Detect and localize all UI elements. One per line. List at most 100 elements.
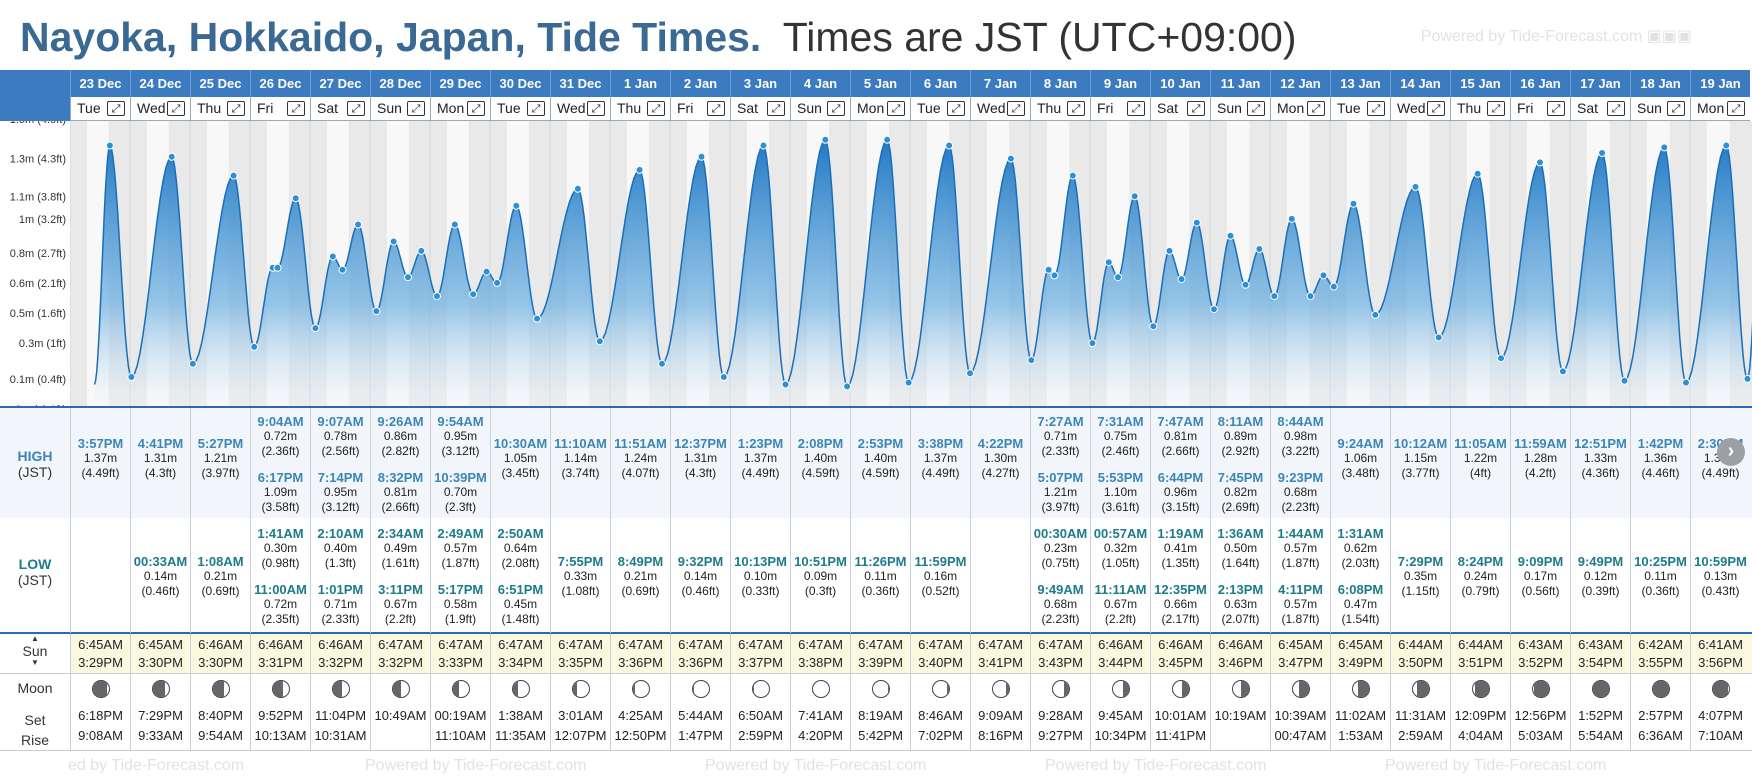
expand-icon[interactable]: ⤢ <box>407 101 425 116</box>
expand-icon[interactable]: ⤢ <box>827 101 845 116</box>
expand-icon[interactable]: ⤢ <box>527 101 545 116</box>
high-height-ft: (3.45ft) <box>501 466 540 480</box>
expand-icon[interactable]: ⤢ <box>167 101 185 116</box>
moon-set-time: 12:56PM <box>1514 708 1567 723</box>
moon-rise-time: 1:53AM <box>1338 728 1383 743</box>
low-time: 11:11AM <box>1094 582 1147 597</box>
high-height-m: 1.37m <box>743 451 778 465</box>
low-tide-entry: 10:51PM 0.09m (0.3ft) <box>791 554 850 599</box>
watermark-top: Powered by Tide-Forecast.com ▣▣▣ <box>1420 28 1692 45</box>
low-height-m: 0.45m <box>503 597 538 611</box>
expand-icon[interactable]: ⤢ <box>647 101 665 116</box>
moon-rise-time: 11:10AM <box>434 728 487 743</box>
expand-icon[interactable]: ⤢ <box>707 101 725 116</box>
high-tide-entry: 12:51PM 1.33m (4.36ft) <box>1571 436 1630 481</box>
expand-icon[interactable]: ⤢ <box>1007 101 1025 116</box>
low-time: 2:13PM <box>1217 582 1264 597</box>
high-cell: 2:08PM 1.40m (4.59ft) <box>790 408 850 520</box>
low-height-m: 0.09m <box>803 569 838 583</box>
high-height-ft: (4.36ft) <box>1581 466 1620 480</box>
expand-icon[interactable]: ⤢ <box>767 101 785 116</box>
high-tide-point <box>354 220 363 229</box>
expand-icon[interactable]: ⤢ <box>467 101 485 116</box>
expand-icon[interactable]: ⤢ <box>947 101 965 116</box>
high-time: 7:45PM <box>1217 470 1264 485</box>
expand-icon[interactable]: ⤢ <box>287 101 305 116</box>
moon-rise-time: 9:08AM <box>78 728 123 743</box>
moon-set-time: 9:45AM <box>1098 708 1143 723</box>
next-arrow-button[interactable]: › <box>1717 438 1745 466</box>
low-tide-entry: 9:32PM 0.14m (0.46ft) <box>671 554 730 599</box>
day-header: Tue ⤢ <box>1330 97 1390 121</box>
high-cell: 10:30AM 1.05m (3.45ft) <box>490 408 550 520</box>
expand-icon[interactable]: ⤢ <box>1727 101 1745 116</box>
day-name: Tue <box>77 100 101 116</box>
sunset-time: 3:39PM <box>858 655 903 670</box>
low-height-m: 0.72m <box>263 597 298 611</box>
moon-phase-icon <box>931 680 950 698</box>
low-tide-entry: 10:13PM 0.10m (0.33ft) <box>731 554 790 599</box>
high-tide-entry: 9:04AM 0.72m (2.36ft) <box>251 414 310 459</box>
high-cell: 8:11AM 0.89m (2.92ft) 7:45PM 0.82m (2.69ft) <box>1210 408 1270 520</box>
low-cell: 1:44AM 0.57m (1.87ft) 4:11PM 0.57m (1.87ft) <box>1270 520 1330 633</box>
low-tide-entry: 5:17PM 0.58m (1.9ft) <box>431 582 490 627</box>
expand-icon[interactable]: ⤢ <box>1667 101 1685 116</box>
day-name: Sat <box>737 100 759 116</box>
expand-icon[interactable]: ⤢ <box>1487 101 1505 116</box>
low-height-m: 0.17m <box>1523 569 1558 583</box>
day-name: Mon <box>857 100 885 116</box>
divider-top <box>0 406 1752 408</box>
y-axis-background <box>0 121 70 414</box>
expand-icon[interactable]: ⤢ <box>587 101 605 116</box>
expand-icon[interactable]: ⤢ <box>1127 101 1145 116</box>
expand-icon[interactable]: ⤢ <box>227 101 245 116</box>
expand-icon[interactable]: ⤢ <box>107 101 125 116</box>
low-tide-point <box>433 292 441 301</box>
high-tide-entry: 12:37PM 1.31m (4.3ft) <box>671 436 730 481</box>
high-height-ft: (4.07ft) <box>621 466 660 480</box>
high-height-m: 0.72m <box>263 429 298 443</box>
high-tide-entry: 7:45PM 0.82m (2.69ft) <box>1211 470 1270 515</box>
day-header: Mon ⤢ <box>430 97 490 121</box>
date-header: 4 Jan <box>790 70 850 97</box>
low-tide-entry: 11:59PM 0.16m (0.52ft) <box>911 554 970 599</box>
expand-icon[interactable]: ⤢ <box>1247 101 1265 116</box>
high-height-m: 1.21m <box>1043 485 1078 499</box>
high-time: 9:26AM <box>377 414 424 429</box>
expand-icon[interactable]: ⤢ <box>1427 101 1445 116</box>
high-height-m: 1.33m <box>1583 451 1618 465</box>
moon-phase-icon <box>1711 680 1730 698</box>
day-name: Sun <box>797 100 822 116</box>
high-cell: 1:42PM 1.36m (4.46ft) <box>1630 408 1690 520</box>
high-time: 9:07AM <box>317 414 364 429</box>
high-height-m: 1.31m <box>683 451 718 465</box>
moon-set-time: 9:09AM <box>978 708 1023 723</box>
expand-icon[interactable]: ⤢ <box>1547 101 1565 116</box>
watermark-bottom-row: ed by Tide-Forecast.com Powered by Tide-… <box>0 755 1752 779</box>
moon-cell: 6:18PM 9:08AM <box>70 674 130 750</box>
moon-set-time: 2:57PM <box>1638 708 1683 723</box>
moon-set-time: 12:09PM <box>1454 708 1507 723</box>
low-tide-point <box>1050 271 1059 280</box>
low-height-m: 0.11m <box>864 569 897 583</box>
low-tide-point <box>1149 322 1158 331</box>
y-axis-label: 1.1m (3.8ft) <box>10 191 66 203</box>
expand-icon[interactable]: ⤢ <box>1367 101 1385 116</box>
expand-icon[interactable]: ⤢ <box>1307 101 1325 116</box>
low-height-m: 0.67m <box>1103 597 1138 611</box>
high-height-ft: (2.36ft) <box>261 444 300 458</box>
expand-icon[interactable]: ⤢ <box>1187 101 1205 116</box>
low-cell: 2:34AM 0.49m (1.61ft) 3:11PM 0.67m (2.2ft) <box>370 520 430 633</box>
high-height-ft: (3.61ft) <box>1101 500 1140 514</box>
moon-cell: 9:28AM 9:27PM <box>1030 674 1090 750</box>
high-tide-point <box>512 201 521 210</box>
sun-label-cell <box>0 633 70 673</box>
expand-icon[interactable]: ⤢ <box>1607 101 1625 116</box>
expand-icon[interactable]: ⤢ <box>1067 101 1085 116</box>
low-tide-entry: 7:29PM 0.35m (1.15ft) <box>1391 554 1450 599</box>
high-height-m: 0.68m <box>1283 485 1318 499</box>
sunset-time: 3:30PM <box>138 655 183 670</box>
expand-icon[interactable]: ⤢ <box>887 101 905 116</box>
expand-icon[interactable]: ⤢ <box>347 101 365 116</box>
high-tide-point <box>328 252 337 261</box>
